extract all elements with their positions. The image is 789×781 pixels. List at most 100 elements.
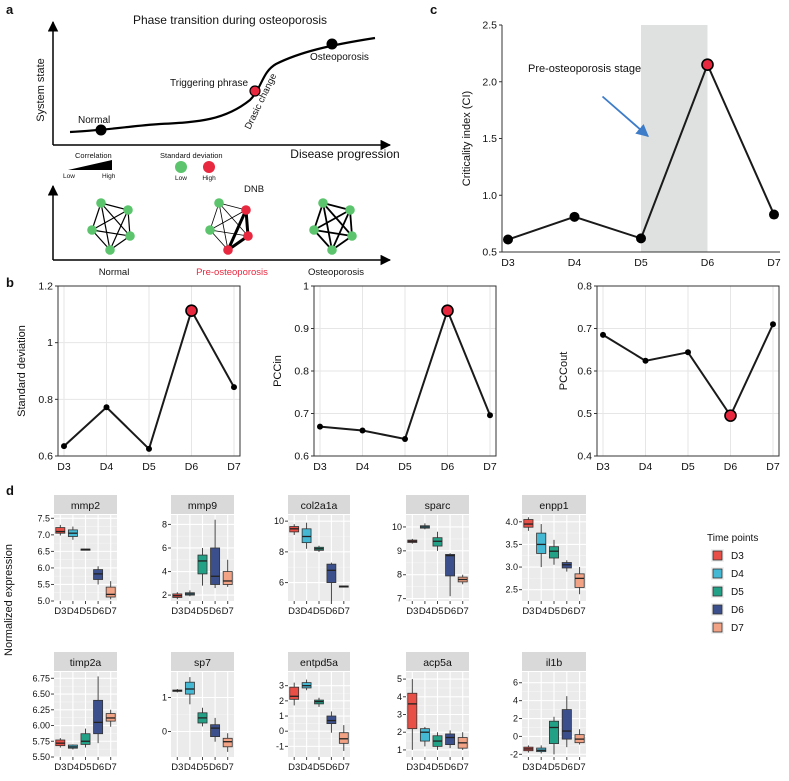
data-point (317, 423, 323, 430)
y-tick-label: 4 (513, 696, 518, 706)
state-curve (69, 36, 376, 134)
highlight-point (701, 58, 714, 72)
facet-strip (54, 495, 117, 514)
y-tick-label: 5.50 (32, 752, 50, 762)
x-tick-label: D3 (54, 762, 66, 773)
box (80, 733, 91, 745)
x-tick-label: D6 (561, 762, 573, 773)
x-tick-label: D3 (54, 606, 66, 617)
box (210, 547, 221, 585)
facet-title: entpd5a (300, 657, 338, 669)
y-tick-label: 1 (303, 281, 309, 293)
network-node (214, 198, 224, 208)
sd-high-label: High (202, 175, 216, 182)
x-tick-label: D7 (457, 762, 469, 773)
box (184, 681, 195, 695)
panel-label-b: b (6, 275, 14, 290)
data-point (402, 436, 408, 442)
facet-strip (522, 495, 586, 514)
x-tick-label: D5 (79, 606, 91, 617)
box (289, 686, 300, 700)
y-tick-label: 0.5 (482, 247, 497, 259)
chart-c: 0.5 1.0 1.5 2.0 2.5 D3 D4 D5 D6 D7 Criticality ind… (461, 20, 781, 270)
y-tick-label: 2.0 (482, 76, 497, 88)
legend-swatch (712, 568, 723, 579)
y-tick-label: 6 (279, 578, 284, 588)
x-tick-label: D6 (92, 606, 104, 617)
legend-title: Time points (707, 533, 758, 544)
facet-title: il1b (546, 657, 563, 669)
y-tick-label: 6.50 (32, 689, 50, 699)
osteo-point-label: Osteoporosis (310, 52, 369, 63)
legend-swatch (712, 604, 723, 615)
box (407, 692, 418, 730)
legend-swatch (712, 622, 723, 633)
sd-high-dot (203, 161, 215, 173)
x-tick-label: D6 (92, 762, 104, 773)
x-tick-label: D5 (142, 461, 156, 473)
network-edge (218, 202, 249, 237)
y-tick-label: 0.6 (38, 451, 53, 463)
x-tick-label: D3 (171, 606, 183, 617)
network-edge (218, 202, 229, 251)
facet-title: enpp1 (539, 500, 568, 512)
normal-point-label: Normal (78, 115, 110, 126)
y-tick-label: 1 (397, 745, 402, 755)
data-point (769, 209, 779, 220)
y-axis-label: Standard deviation (16, 325, 28, 417)
y-tick-label: 0.4 (577, 451, 592, 463)
facet-strip (288, 652, 350, 671)
y-tick-label: 6 (162, 543, 167, 553)
annotation-arrow (601, 95, 649, 138)
y-tick-label: 0.6 (294, 451, 309, 463)
x-tick-label: D3 (57, 461, 71, 473)
y-tick-label: 8 (162, 519, 167, 529)
y-tick-label: -1 (276, 741, 284, 751)
legend-swatch (712, 586, 723, 597)
x-tick-label: D5 (313, 762, 325, 773)
panel-a-ylabel: System state (35, 58, 47, 122)
facet-title: timp2a (70, 657, 102, 669)
x-tick-label: D5 (196, 762, 208, 773)
x-tick-label: D6 (441, 461, 455, 473)
y-tick-label: 0.8 (577, 281, 592, 293)
facet-title: col2a1a (301, 500, 338, 512)
facet-title: mmp2 (71, 500, 100, 512)
box (222, 737, 233, 748)
annotation-label: Pre-osteoporosis stage (528, 63, 641, 75)
x-tick-label: D3 (522, 606, 534, 617)
x-tick-label: D3 (313, 461, 327, 473)
y-tick-label: 3.0 (505, 562, 518, 572)
network-node (347, 231, 357, 241)
data-point (636, 233, 646, 244)
panel-a-title: Phase transition during osteoporosis (133, 13, 327, 27)
x-tick-label: D3 (288, 606, 300, 617)
y-tick-label: 5 (397, 674, 402, 684)
network-node (223, 245, 233, 255)
x-tick-label: D4 (67, 762, 79, 773)
chart-b3: 0.4 0.5 0.6 0.7 0.8 D3 D4 D5 D6 D7 PCCout (558, 281, 780, 474)
facet-strip (171, 652, 234, 671)
y-tick-label: 10 (274, 516, 284, 526)
data-point (103, 404, 110, 411)
data-point (359, 427, 366, 434)
osteo-point (326, 38, 338, 50)
x-tick-label: D4 (184, 762, 196, 773)
x-tick-label: D4 (184, 606, 196, 617)
x-tick-label: D6 (325, 762, 337, 773)
box (93, 699, 104, 735)
x-tick-label: D6 (209, 606, 221, 617)
network-label-osteo: Osteoporosis (308, 267, 364, 278)
x-tick-label: D4 (419, 606, 431, 617)
network-edge (100, 202, 111, 251)
facet-title: sparc (425, 500, 451, 512)
box (326, 715, 337, 725)
y-axis-label: PCCout (558, 352, 570, 391)
box (536, 532, 547, 554)
y-tick-label: 0 (279, 726, 284, 736)
network-edge (100, 202, 131, 237)
network-node (96, 198, 106, 208)
x-tick-label: D3 (522, 762, 534, 773)
y-tick-label: 2.5 (482, 20, 497, 32)
